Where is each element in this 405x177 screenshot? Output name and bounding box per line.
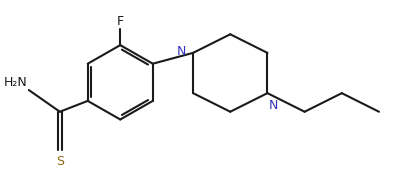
Text: N: N — [177, 45, 186, 58]
Text: H₂N: H₂N — [4, 76, 28, 88]
Text: F: F — [116, 15, 124, 28]
Text: S: S — [56, 155, 64, 168]
Text: N: N — [269, 99, 278, 112]
